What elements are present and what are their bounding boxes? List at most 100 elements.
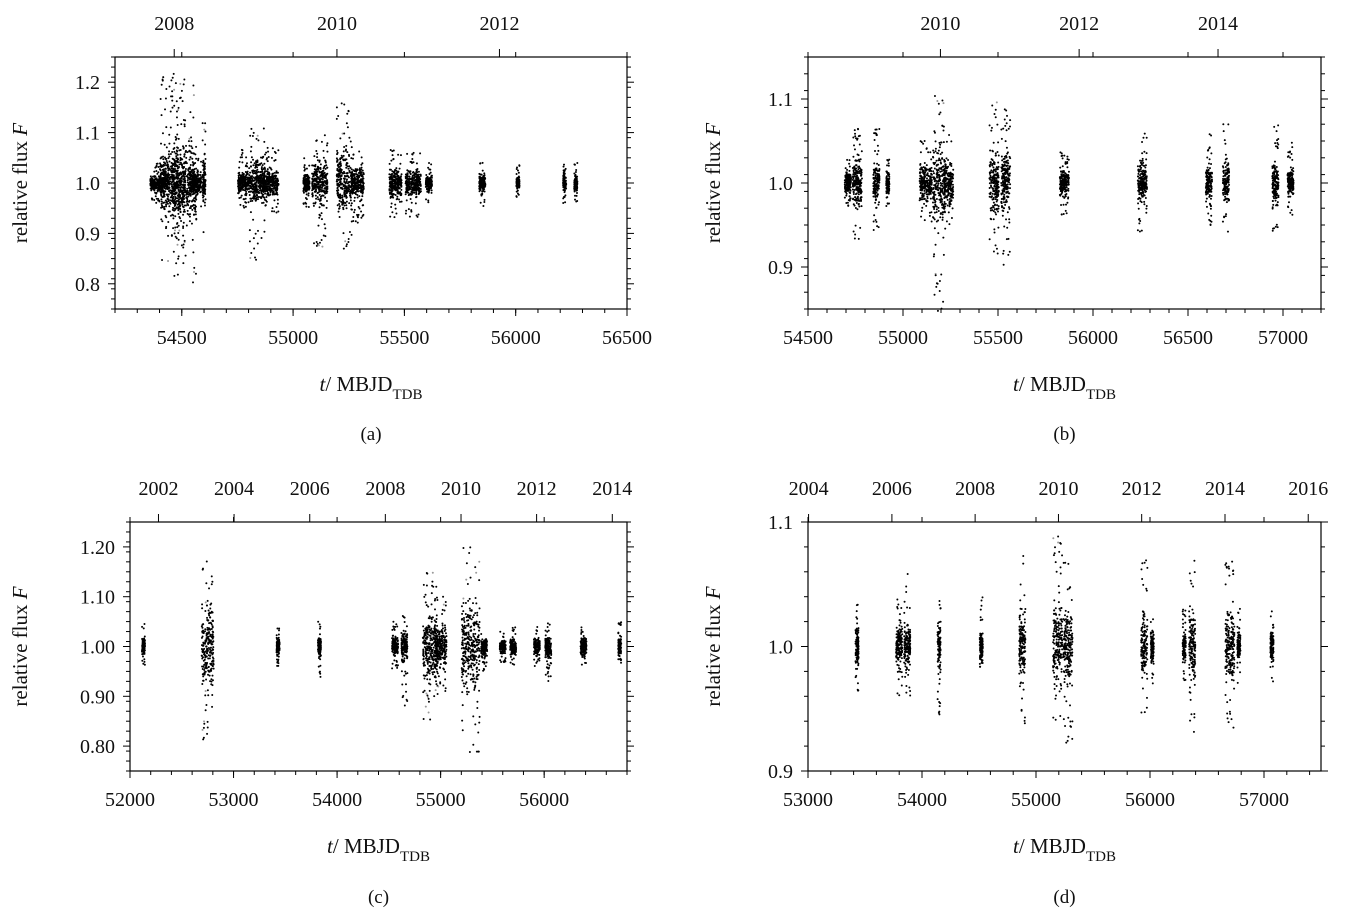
data-point: [348, 185, 350, 188]
data-point: [303, 166, 306, 169]
data-point: [325, 183, 328, 186]
data-point: [318, 216, 321, 219]
data-point: [255, 194, 258, 197]
data-point: [172, 163, 175, 166]
data-point: [241, 152, 244, 155]
data-point: [247, 183, 250, 186]
data-point: [483, 198, 486, 201]
data-point: [157, 171, 160, 174]
data-point: [412, 186, 415, 189]
data-point: [313, 164, 316, 167]
data-point: [322, 156, 325, 159]
data-point: [322, 234, 325, 237]
data-point: [168, 133, 171, 136]
data-point: [186, 200, 189, 203]
data-point: [362, 177, 365, 180]
data-point: [848, 165, 851, 168]
data-point: [167, 157, 170, 160]
data-point: [350, 208, 353, 211]
data-point: [390, 202, 393, 205]
data-point: [847, 180, 850, 183]
data-point: [354, 220, 357, 223]
data-point: [307, 184, 310, 187]
data-point: [350, 233, 353, 236]
data-point: [159, 186, 162, 189]
data-point: [174, 226, 177, 229]
data-point: [411, 191, 414, 194]
data-point: [407, 188, 410, 191]
data-point: [199, 181, 202, 184]
data-point: [179, 210, 182, 213]
data-point: [245, 162, 248, 165]
data-point: [576, 182, 579, 185]
data-point: [197, 185, 200, 188]
data-point: [169, 126, 172, 129]
data-point: [319, 198, 322, 201]
data-point: [321, 245, 324, 248]
data-point: [177, 231, 180, 234]
data-point: [264, 168, 267, 171]
data-point: [162, 192, 165, 195]
y-tick-label: 1.1: [75, 123, 100, 145]
data-point: [857, 166, 860, 169]
data-point: [265, 175, 268, 178]
data-point: [389, 168, 392, 171]
data-point: [251, 191, 254, 194]
data-point: [271, 210, 274, 213]
data-point: [351, 189, 354, 192]
data-point: [336, 178, 339, 181]
data-point: [150, 197, 153, 200]
data-point: [197, 157, 200, 160]
data-point: [254, 199, 257, 202]
data-point: [267, 180, 270, 183]
data-point: [848, 159, 851, 162]
data-point: [195, 198, 198, 201]
data-point: [183, 153, 186, 156]
data-point: [849, 197, 852, 200]
data-point: [204, 198, 207, 201]
data-point: [177, 224, 180, 227]
data-point: [398, 191, 401, 194]
data-point: [360, 198, 363, 201]
data-point: [184, 119, 187, 122]
data-point: [393, 176, 396, 179]
data-point: [188, 215, 191, 218]
data-point: [178, 174, 181, 177]
data-point: [347, 181, 350, 184]
data-point: [257, 185, 260, 188]
data-point: [191, 176, 194, 178]
data-point: [192, 172, 195, 175]
data-point: [419, 152, 422, 155]
data-point: [390, 187, 393, 190]
data-point: [429, 171, 432, 174]
data-point: [204, 193, 207, 196]
data-point: [425, 187, 428, 190]
data-point: [323, 223, 326, 226]
data-point: [169, 153, 172, 156]
data-point: [168, 201, 171, 204]
data-point: [262, 188, 265, 191]
data-point: [161, 204, 164, 207]
data-point: [177, 158, 180, 161]
data-point: [185, 144, 188, 147]
data-point: [349, 140, 352, 143]
data-point: [430, 163, 433, 166]
data-point: [179, 161, 182, 164]
data-point: [184, 170, 187, 173]
data-point: [195, 167, 198, 170]
x-axis-label: t/ MBJDTDB: [320, 372, 423, 403]
data-point: [344, 240, 347, 243]
data-point: [360, 210, 363, 213]
data-point: [155, 183, 158, 186]
data-point: [168, 210, 171, 213]
data-point: [204, 143, 207, 146]
data-point: [188, 158, 191, 161]
data-point: [184, 254, 187, 257]
data-point: [340, 196, 343, 199]
data-point: [242, 177, 245, 180]
data-point: [254, 165, 257, 168]
data-point: [204, 122, 207, 125]
data-point: [858, 205, 861, 208]
data-point: [175, 187, 178, 190]
data-point: [314, 189, 317, 192]
